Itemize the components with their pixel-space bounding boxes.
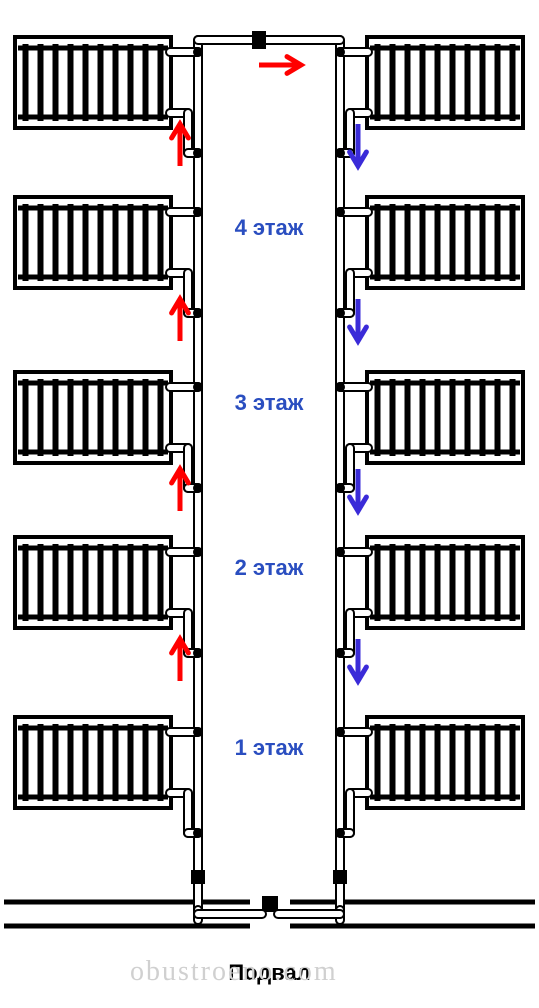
heating-diagram — [0, 0, 539, 1008]
floor-label: 1 этаж — [189, 735, 349, 761]
watermark: obustroeno.com — [130, 956, 338, 988]
floor-label: 2 этаж — [189, 555, 349, 581]
floor-label: 4 этаж — [189, 215, 349, 241]
floor-label: 3 этаж — [189, 390, 349, 416]
